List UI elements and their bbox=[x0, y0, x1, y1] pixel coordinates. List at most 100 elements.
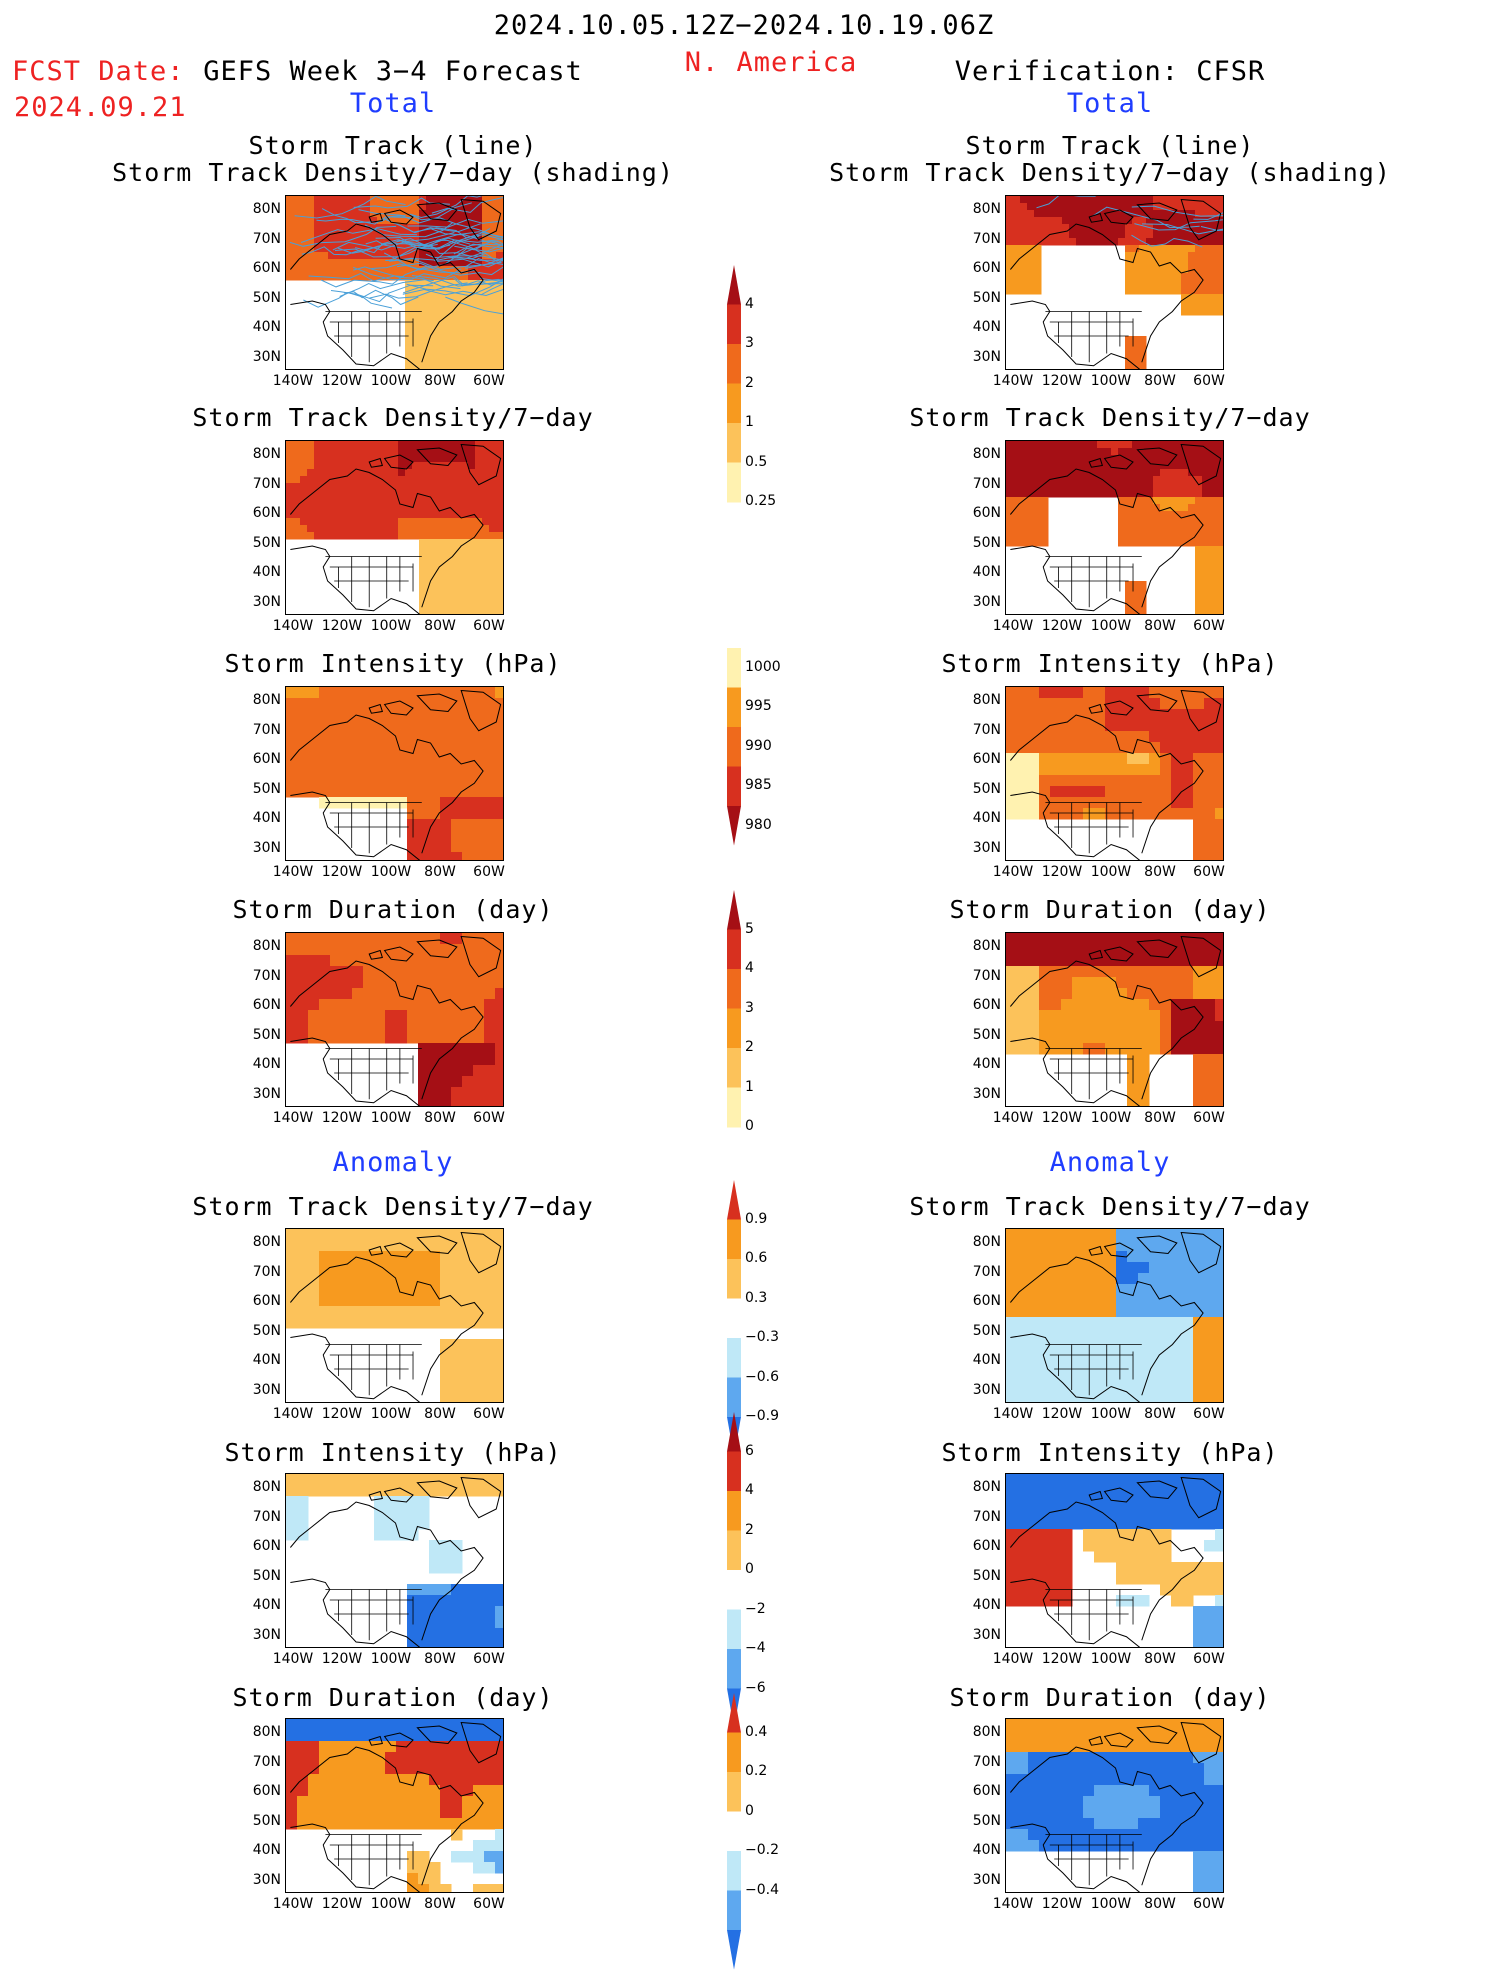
colorbar-tick-label: 1000 bbox=[745, 658, 781, 675]
lon-tick-label: 100W bbox=[370, 864, 412, 880]
colorbar-tick-label: 985 bbox=[745, 777, 772, 794]
shading-cells bbox=[1006, 933, 1223, 1106]
colorbar-tick-label: 990 bbox=[745, 737, 772, 754]
lat-tick-label: 30N bbox=[972, 348, 1001, 365]
map-svg bbox=[1006, 441, 1223, 616]
lon-tick-label: 80W bbox=[1144, 1896, 1176, 1912]
shading-cells bbox=[286, 441, 503, 614]
lat-tick-label: 40N bbox=[972, 1842, 1001, 1858]
map-svg bbox=[286, 196, 503, 369]
colorbar-tick-label: −2 bbox=[745, 1600, 766, 1617]
lat-tick-label: 80N bbox=[972, 692, 1001, 708]
lon-tick-label: 140W bbox=[272, 618, 314, 634]
lat-tick-label: 40N bbox=[252, 319, 281, 335]
shading-cells bbox=[1006, 1474, 1223, 1647]
lat-tick-label: 80N bbox=[972, 1724, 1001, 1740]
lon-tick-label: 100W bbox=[1090, 1110, 1132, 1126]
coastline-outline bbox=[290, 937, 500, 1108]
map-svg bbox=[286, 441, 503, 616]
coastline-outline bbox=[290, 445, 500, 616]
lat-tick-label: 40N bbox=[972, 319, 1001, 335]
map-svg bbox=[1006, 933, 1223, 1106]
lat-tick-label: 30N bbox=[252, 1381, 281, 1398]
colorbar-intensity_total bbox=[727, 648, 741, 846]
lat-tick-label: 80N bbox=[252, 1724, 281, 1740]
lat-tick-label: 60N bbox=[972, 1293, 1001, 1309]
map-svg bbox=[1006, 196, 1223, 369]
colorbar-intensity_anom bbox=[727, 1412, 741, 1728]
lat-tick-label: 40N bbox=[972, 564, 1001, 580]
lat-tick-label: 60N bbox=[252, 1293, 281, 1309]
lat-tick-label: 60N bbox=[972, 751, 1001, 767]
coastline-outline bbox=[1010, 445, 1220, 616]
colorbar-tick-label: 5 bbox=[745, 920, 754, 937]
panel-title-density-right: Storm Track Density/7−day bbox=[909, 403, 1311, 432]
storm-track-lines bbox=[1036, 196, 1223, 248]
lon-tick-label: 80W bbox=[424, 373, 456, 389]
lon-tick-label: 100W bbox=[1090, 1896, 1132, 1912]
panel-title-density-anom-right: Storm Track Density/7−day bbox=[909, 1192, 1311, 1221]
lon-tick-label: 60W bbox=[473, 1406, 505, 1422]
lon-tick-label: 100W bbox=[1090, 373, 1132, 389]
map-panel-cfsr-row1 bbox=[1005, 440, 1224, 615]
colorbar-tick-label: 0.25 bbox=[745, 493, 777, 509]
lon-tick-label: 140W bbox=[272, 1896, 314, 1912]
lat-tick-label: 50N bbox=[252, 289, 281, 306]
lon-tick-label: 100W bbox=[370, 1406, 412, 1422]
lon-tick-label: 80W bbox=[1144, 1651, 1176, 1667]
lon-tick-label: 60W bbox=[1193, 1896, 1225, 1912]
lon-tick-label: 60W bbox=[1193, 618, 1225, 634]
left-total-label: Total bbox=[349, 88, 437, 119]
colorbar-tick-label: 0.6 bbox=[745, 1250, 768, 1266]
lon-tick-label: 140W bbox=[272, 1406, 314, 1422]
lon-tick-label: 60W bbox=[1193, 864, 1225, 880]
lon-tick-label: 80W bbox=[424, 1651, 456, 1667]
lat-tick-label: 50N bbox=[972, 289, 1001, 306]
colorbar-tick-label: 0.2 bbox=[745, 1763, 768, 1779]
colorbar-duration_total bbox=[727, 890, 741, 1128]
lat-tick-label: 70N bbox=[252, 721, 281, 738]
panel-title-duration-anom-right: Storm Duration (day) bbox=[949, 1683, 1271, 1712]
lat-tick-label: 80N bbox=[972, 201, 1001, 217]
lat-tick-label: 70N bbox=[252, 230, 281, 247]
lat-tick-label: 60N bbox=[972, 997, 1001, 1013]
panel-title-intensity-anom-right: Storm Intensity (hPa) bbox=[941, 1438, 1279, 1467]
lat-tick-label: 80N bbox=[252, 938, 281, 954]
lat-tick-label: 50N bbox=[252, 1812, 281, 1829]
lat-tick-label: 40N bbox=[252, 564, 281, 580]
lon-tick-label: 140W bbox=[992, 1110, 1034, 1126]
coastline-outline bbox=[290, 1478, 500, 1649]
lat-tick-label: 70N bbox=[972, 230, 1001, 247]
lon-tick-label: 140W bbox=[272, 864, 314, 880]
map-panel-gefs-row3 bbox=[285, 932, 504, 1107]
map-panel-cfsr-row5 bbox=[1005, 1473, 1224, 1648]
colorbar-tick-label: 980 bbox=[745, 816, 772, 833]
lat-tick-label: 50N bbox=[252, 1567, 281, 1584]
coastline-outline bbox=[290, 1723, 500, 1894]
colorbar-tick-label: 2 bbox=[745, 1521, 754, 1538]
lat-tick-label: 50N bbox=[252, 780, 281, 797]
lat-tick-label: 30N bbox=[972, 1381, 1001, 1398]
shading-cells bbox=[286, 933, 503, 1106]
lon-tick-label: 120W bbox=[321, 373, 363, 389]
lon-tick-label: 140W bbox=[992, 864, 1034, 880]
lon-tick-label: 120W bbox=[1041, 1406, 1083, 1422]
lon-tick-label: 140W bbox=[272, 1110, 314, 1126]
map-panel-cfsr-row4 bbox=[1005, 1228, 1224, 1403]
lat-tick-label: 50N bbox=[252, 534, 281, 551]
panel-title-density-left: Storm Track Density/7−day bbox=[192, 403, 594, 432]
lat-tick-label: 70N bbox=[252, 475, 281, 492]
shading-cells bbox=[1006, 441, 1223, 614]
lat-tick-label: 80N bbox=[252, 201, 281, 217]
lat-tick-label: 30N bbox=[972, 1085, 1001, 1102]
lon-tick-label: 60W bbox=[473, 1896, 505, 1912]
colorbar-tick-label: −0.3 bbox=[745, 1329, 779, 1345]
lon-tick-label: 120W bbox=[1041, 618, 1083, 634]
map-svg bbox=[286, 933, 503, 1108]
lon-tick-label: 80W bbox=[1144, 373, 1176, 389]
panel-title-track-line-left: Storm Track (line) bbox=[248, 131, 538, 160]
lon-tick-label: 60W bbox=[473, 373, 505, 389]
lon-tick-label: 100W bbox=[370, 1110, 412, 1126]
map-panel-gefs-row4 bbox=[285, 1228, 504, 1403]
colorbar-tick-label: −4 bbox=[745, 1640, 766, 1656]
